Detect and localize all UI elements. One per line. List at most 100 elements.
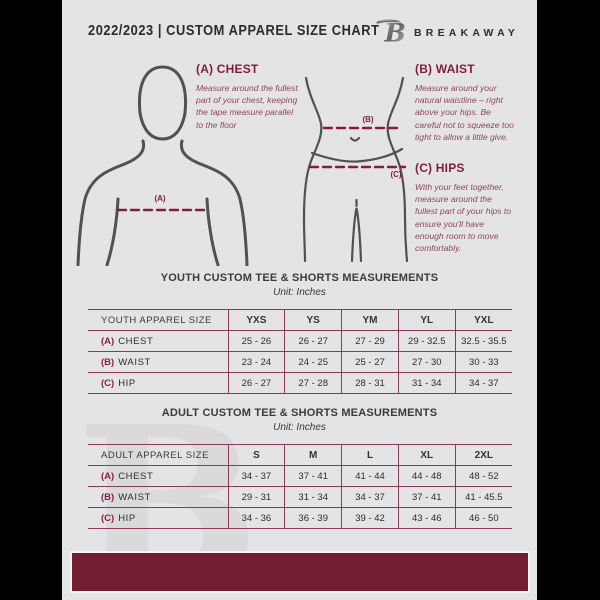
row-label-text: WAIST [118,491,151,503]
column-header: ADULT APPAREL SIZE [88,444,229,466]
table-cell: 23 - 24 [227,351,286,373]
table-cell: 26 - 27 [284,330,343,352]
hip-curve [310,147,404,163]
table-header-row: ADULT APPAREL SIZE S M L XL 2XL [88,444,512,466]
table-cell: 25 - 27 [341,351,399,373]
chest-guide-text: Measure around the fullest part of your … [196,83,298,130]
table-cell: 48 - 52 [454,465,512,487]
table-cell: 32.5 - 35.5 [454,330,512,352]
hips-marker-label: (C) [390,170,402,179]
row-prefix: (A) [101,470,115,482]
table-cell: 27 - 29 [341,330,399,352]
table-cell: 41 - 45.5 [454,486,512,508]
row-label: (B) WAIST [88,351,229,373]
table-cell: 41 - 44 [341,465,399,487]
table-cell: 37 - 41 [284,465,343,487]
column-header: YXS [227,309,286,331]
row-label: (C) HIP [88,507,229,529]
table-cell: 39 - 42 [341,507,399,529]
row-label-text: HIP [118,377,136,389]
row-prefix: (C) [101,512,115,524]
right-armpit [205,197,220,266]
row-label: (A) CHEST [88,465,229,487]
row-label-text: CHEST [118,470,154,482]
waist-marker-label: (B) [362,115,374,124]
column-header: 2XL [454,444,512,466]
table-cell: 25 - 26 [227,330,286,352]
table-cell: 34 - 37 [454,372,512,394]
table-cell: 31 - 34 [284,486,343,508]
table-cell: 37 - 41 [397,486,456,508]
table-row: (C) HIP 26 - 27 27 - 28 28 - 31 31 - 34 3… [88,372,512,394]
chest-marker-label: (A) [154,194,166,203]
table-cell: 34 - 37 [341,486,399,508]
row-prefix: (B) [101,491,115,503]
right-shoulder-arm [179,139,249,266]
waist-guide: (B) WAIST Measure around your natural wa… [415,62,515,143]
column-header: L [341,444,399,466]
torso-figure [76,65,249,266]
table-cell: 26 - 27 [227,372,286,394]
right-side-outline [386,76,408,263]
hips-guide: (C) HIPS With your feet together, measur… [415,161,515,254]
table-row: (B) WAIST 23 - 24 24 - 25 25 - 27 27 - 30… [88,351,512,373]
row-label-text: HIP [118,512,136,524]
breakaway-logo-icon: B [376,17,406,46]
column-header: YM [341,309,399,331]
row-label: (C) HIP [88,372,229,394]
left-armpit [105,197,120,266]
column-header: YS [284,309,343,331]
lower-body-figure [302,76,408,263]
table-cell: 44 - 48 [397,465,456,487]
table-row: (C) HIP 34 - 36 36 - 39 39 - 42 43 - 46 4… [88,507,512,529]
table-row: (B) WAIST 29 - 31 31 - 34 34 - 37 37 - 41… [88,486,512,508]
table-cell: 46 - 50 [454,507,512,529]
table-cell: 31 - 34 [397,372,456,394]
table-cell: 36 - 39 [284,507,343,529]
column-header: YL [397,309,456,331]
table-row: (A) CHEST 34 - 37 37 - 41 41 - 44 44 - 48… [88,465,512,487]
row-label-text: WAIST [118,356,151,368]
table-cell: 27 - 30 [397,351,456,373]
chest-guide: (A) CHEST Measure around the fullest par… [196,62,302,131]
left-side-outline [302,76,323,263]
youth-size-table: YOUTH APPAREL SIZE YXS YS YM YL YXL (A) C… [88,309,512,394]
table-cell: 29 - 31 [227,486,286,508]
brand-name: BREAKAWAY [414,27,520,39]
table-cell: 34 - 37 [227,465,286,487]
column-header: YXL [454,309,512,331]
table-cell: 28 - 31 [341,372,399,394]
adult-table-title: ADULT CUSTOM TEE & SHORTS MEASUREMENTS [161,407,438,419]
table-header-row: YOUTH APPAREL SIZE YXS YS YM YL YXL [88,309,512,331]
table-cell: 30 - 33 [454,351,512,373]
column-header: XL [397,444,456,466]
head-outline [137,65,188,141]
youth-table-title: YOUTH CUSTOM TEE & SHORTS MEASUREMENTS [160,272,439,284]
hips-guide-heading: (C) HIPS [415,161,465,175]
row-prefix: (B) [101,356,115,368]
table-cell: 43 - 46 [397,507,456,529]
waist-guide-text: Measure around your natural waistline – … [415,83,514,142]
adult-table-unit: Unit: Inches [273,422,326,433]
page-title: 2022/2023 | CUSTOM APPAREL SIZE CHART [88,22,380,39]
navel-mark [349,136,361,142]
logo-letter: B [383,17,405,46]
table-cell: 29 - 32.5 [397,330,456,352]
row-label-text: CHEST [118,335,154,347]
left-shoulder-arm [76,139,146,266]
inner-legs [350,207,363,263]
chest-guide-heading: (A) CHEST [196,62,259,76]
hips-guide-text: With your feet together, measure around … [415,182,512,254]
column-header: M [284,444,343,466]
row-label: (B) WAIST [88,486,229,508]
table-cell: 27 - 28 [284,372,343,394]
table-cell: 34 - 36 [227,507,286,529]
footer-bar [70,551,530,593]
row-prefix: (C) [101,377,115,389]
adult-size-table: ADULT APPAREL SIZE S M L XL 2XL (A) CHEST… [88,444,512,529]
row-label: (A) CHEST [88,330,229,352]
column-header: YOUTH APPAREL SIZE [88,309,229,331]
size-chart-page: 2022/2023 | CUSTOM APPAREL SIZE CHART B … [62,0,537,600]
table-row: (A) CHEST 25 - 26 26 - 27 27 - 29 29 - 32… [88,330,512,352]
table-cell: 24 - 25 [284,351,343,373]
